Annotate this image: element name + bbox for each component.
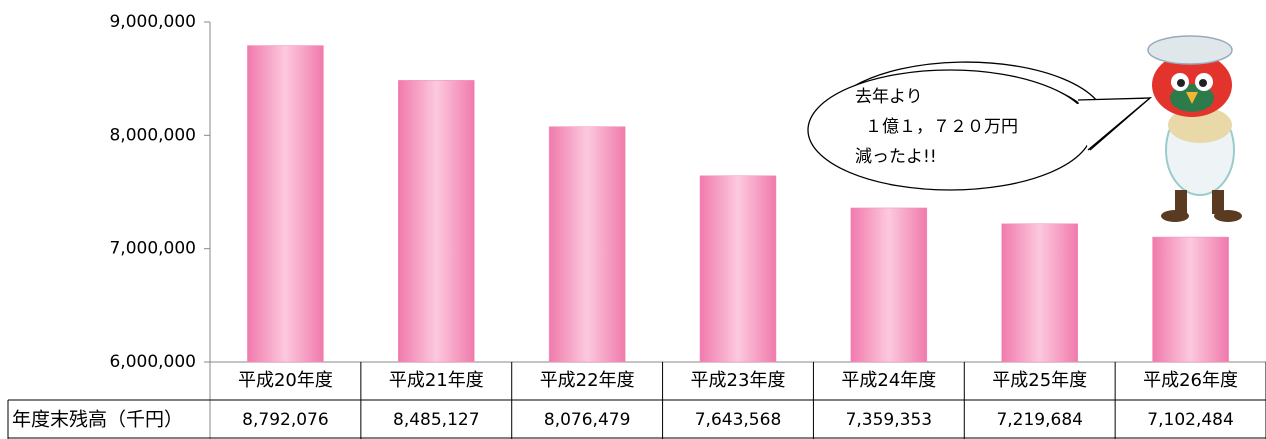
x-tick-label: 平成25年度	[992, 370, 1087, 391]
annotation: １億１，７２０万円	[865, 117, 1018, 137]
value-label: 8,792,076	[242, 410, 329, 430]
y-tick-label: 8,000,000	[109, 125, 196, 145]
value-label: 7,643,568	[695, 410, 782, 430]
y-tick-label: 6,000,000	[109, 352, 196, 372]
y-tick-label: 7,000,000	[109, 239, 196, 259]
bar	[1152, 236, 1229, 363]
value-label: 8,076,479	[544, 410, 631, 430]
bar	[247, 45, 324, 363]
speech-bubble-tail	[1077, 97, 1152, 151]
bar	[699, 175, 777, 363]
x-tick-label: 平成22年度	[540, 370, 635, 391]
value-label: 8,485,127	[393, 410, 480, 430]
value-label: 7,359,353	[846, 410, 933, 430]
y-tick-label: 9,000,000	[109, 12, 196, 32]
tail-mask	[1070, 104, 1086, 146]
x-tick-label: 平成21年度	[389, 370, 484, 391]
value-label: 7,219,684	[996, 410, 1083, 430]
row-label: 年度末残高（千円）	[12, 409, 183, 431]
bar	[850, 207, 928, 363]
x-tick-label: 平成20年度	[238, 370, 333, 391]
x-tick-label: 平成23年度	[691, 370, 786, 391]
bar	[548, 126, 626, 363]
mascot	[1147, 35, 1242, 222]
value-label: 7,102,484	[1147, 410, 1234, 430]
bar	[398, 80, 475, 363]
bar	[1001, 223, 1078, 363]
x-tick-label: 平成24年度	[841, 370, 936, 391]
annotation: 減ったよ!!	[855, 147, 937, 167]
x-tick-label: 平成26年度	[1143, 370, 1238, 391]
annotation: 去年より	[855, 87, 923, 107]
